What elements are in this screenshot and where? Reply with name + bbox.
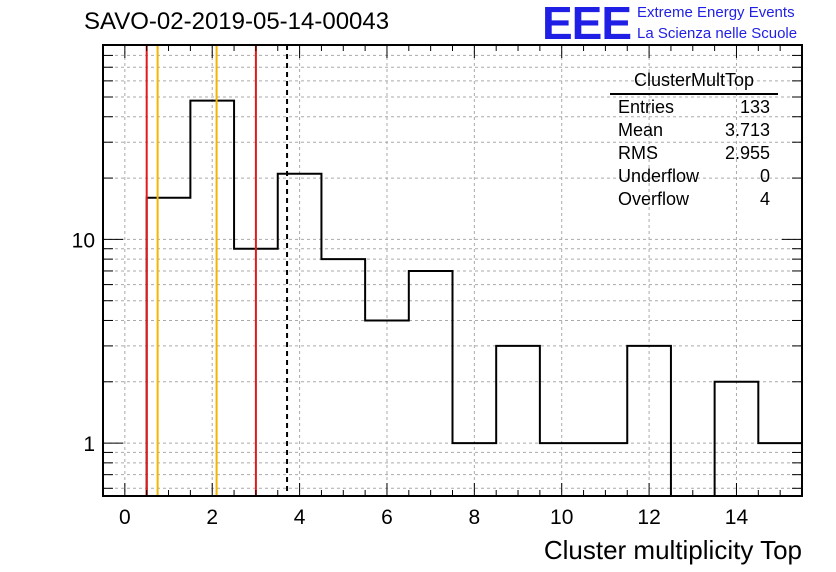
y-tick-label: 1: [83, 433, 95, 456]
x-tick-label: 12: [637, 506, 660, 529]
logo-line-2: La Scienza nelle Scuole: [637, 25, 798, 42]
x-tick-label: 8: [469, 506, 481, 529]
stats-label: Entries: [618, 97, 675, 117]
x-tick-label: 0: [119, 506, 131, 529]
eee-logo-text: Extreme Energy Events La Scienza nelle S…: [637, 2, 797, 44]
eee-logo: EEE: [542, 0, 632, 49]
stats-title: ClusterMultTop: [610, 70, 778, 95]
stats-row-mean: Mean 3.713: [610, 119, 778, 142]
stats-label: Overflow: [618, 189, 690, 209]
stats-row-overflow: Overflow 4: [610, 188, 778, 211]
x-axis-label: Cluster multiplicity Top: [544, 535, 802, 565]
x-tick-label: 6: [381, 506, 393, 529]
stats-value: 2.955: [724, 143, 770, 163]
stats-row-rms: RMS 2.955: [610, 142, 778, 165]
stats-value: 3.713: [724, 120, 770, 140]
x-tick-label: 2: [206, 506, 218, 529]
x-tick-label: 4: [294, 506, 306, 529]
y-tick-label: 10: [72, 229, 95, 252]
stats-value: 0: [759, 166, 770, 186]
stats-row-entries: Entries 133: [610, 96, 778, 119]
stats-box: ClusterMultTop Entries 133 Mean 3.713 RM…: [610, 70, 778, 211]
stats-label: Mean: [618, 120, 664, 140]
stats-label: Underflow: [618, 166, 700, 186]
x-tick-label: 14: [725, 506, 749, 529]
stats-label: RMS: [618, 143, 658, 163]
logo-line-1: Extreme Energy Events: [637, 4, 795, 21]
x-tick-label: 10: [550, 506, 573, 529]
chart-title: SAVO-02-2019-05-14-00043: [84, 8, 390, 35]
stats-value: 133: [739, 97, 770, 117]
stats-value: 4: [759, 189, 770, 209]
stats-row-underflow: Underflow 0: [610, 165, 778, 188]
